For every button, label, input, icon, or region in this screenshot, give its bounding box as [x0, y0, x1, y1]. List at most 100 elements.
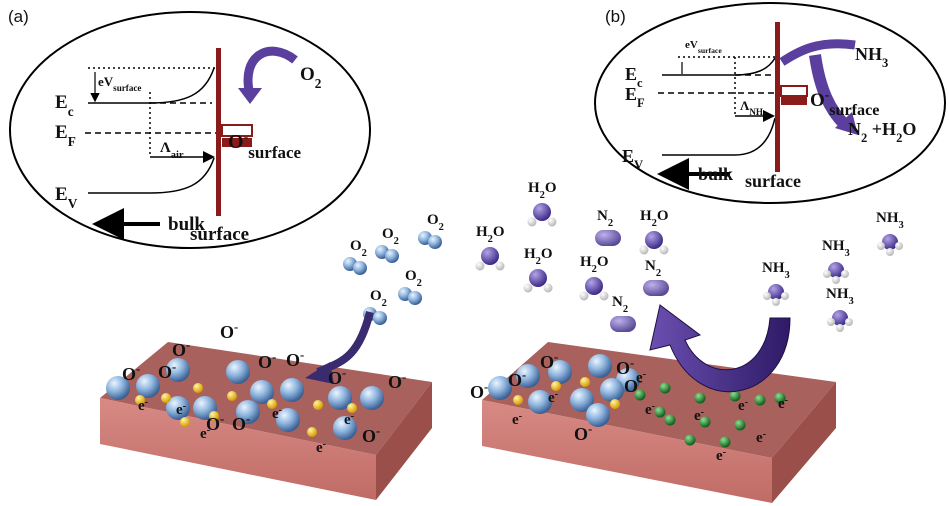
text-part: 2 [439, 222, 444, 233]
text-part: c [68, 104, 74, 119]
text-part: - [402, 370, 406, 384]
text-part: - [745, 397, 749, 408]
text-part: O [597, 254, 609, 270]
text-part: NH [762, 260, 785, 276]
label: H2O [640, 208, 669, 229]
text-part: O [508, 370, 522, 390]
text-part: O [328, 368, 342, 388]
atom [645, 231, 663, 249]
atom [529, 269, 547, 287]
text-part: 2 [382, 298, 387, 309]
text-part: +H [867, 119, 896, 139]
text-part: V [634, 158, 643, 172]
text-part: H [640, 208, 652, 224]
text-part: O [122, 364, 136, 384]
label: NH3 [762, 260, 790, 281]
label: NH3 [876, 210, 904, 231]
text-part: 2 [362, 248, 367, 259]
text-part: eV [685, 39, 698, 51]
text-part: NH [822, 238, 845, 254]
text-part: 3 [845, 248, 850, 259]
label: O- [220, 320, 238, 342]
atom [307, 427, 317, 437]
atom [763, 292, 771, 300]
label: O2 [382, 226, 399, 247]
atom [580, 377, 590, 387]
text-part: - [279, 405, 283, 416]
atom [496, 262, 505, 271]
text-part: surface [248, 143, 301, 162]
atom [161, 393, 171, 403]
text-part: - [351, 411, 355, 422]
atom [655, 407, 666, 418]
text-part: - [701, 407, 705, 418]
atom [385, 249, 399, 263]
text-part: N [848, 119, 861, 139]
atom [685, 435, 696, 446]
label: eVsurface [98, 74, 141, 93]
text-part: - [588, 422, 592, 436]
atom [772, 298, 780, 306]
atom [600, 378, 624, 402]
atom [836, 324, 844, 332]
text-part: - [234, 320, 238, 334]
label: H2O [476, 224, 505, 245]
atom [886, 248, 894, 256]
text-part: O [362, 426, 376, 446]
text-part: H [528, 180, 540, 196]
text-part: 2 [623, 304, 628, 315]
atom [313, 400, 323, 410]
text-part: 2 [394, 236, 399, 247]
atom [226, 360, 250, 384]
text-part: 3 [849, 296, 854, 307]
text-part: 3 [882, 56, 888, 70]
text-part: NH₃ [749, 107, 766, 117]
atom [823, 270, 831, 278]
text-part: - [643, 369, 647, 380]
text-part: - [723, 447, 727, 458]
text-part: E [625, 64, 637, 84]
atom [877, 242, 885, 250]
text-part: O [286, 350, 300, 370]
text-part: O [541, 246, 553, 262]
atom [524, 284, 533, 293]
text-part: Λ [160, 140, 171, 156]
label: N2 [645, 258, 661, 279]
label: N2 [612, 294, 628, 315]
atom [481, 247, 499, 265]
label: O2 [370, 288, 387, 309]
atom [600, 292, 609, 301]
atom [755, 395, 766, 406]
atom [660, 383, 671, 394]
text-part: 3 [899, 220, 904, 231]
text-part: - [522, 368, 526, 382]
label: ΛNH₃ [740, 98, 766, 117]
text-part: NH [876, 210, 899, 226]
text-part: O [616, 358, 630, 378]
text-part: O [172, 340, 186, 360]
label: surface [190, 224, 249, 245]
label: (a) [8, 7, 29, 26]
atom [695, 393, 706, 404]
atom [585, 277, 603, 295]
text-part: O [540, 352, 554, 372]
text-part: - [763, 429, 767, 440]
atom [588, 354, 612, 378]
atom [193, 383, 203, 393]
label: (b) [605, 7, 626, 26]
text-part: eV [98, 74, 114, 89]
text-part: O [220, 322, 234, 342]
atom [643, 280, 669, 296]
text-part: O [382, 226, 394, 242]
atom [476, 262, 485, 271]
atom [735, 420, 746, 431]
atom [136, 374, 160, 398]
text-part: O [228, 131, 244, 153]
figure: (a)(b)eVsurfaceEcEFΛairEVO-surfaceO2bulk… [0, 0, 949, 506]
text-part: O [158, 362, 172, 382]
label: EV [55, 184, 78, 211]
atom [895, 242, 903, 250]
text-part: - [555, 389, 559, 400]
label: H2O [580, 254, 609, 275]
text-part: - [484, 380, 488, 394]
